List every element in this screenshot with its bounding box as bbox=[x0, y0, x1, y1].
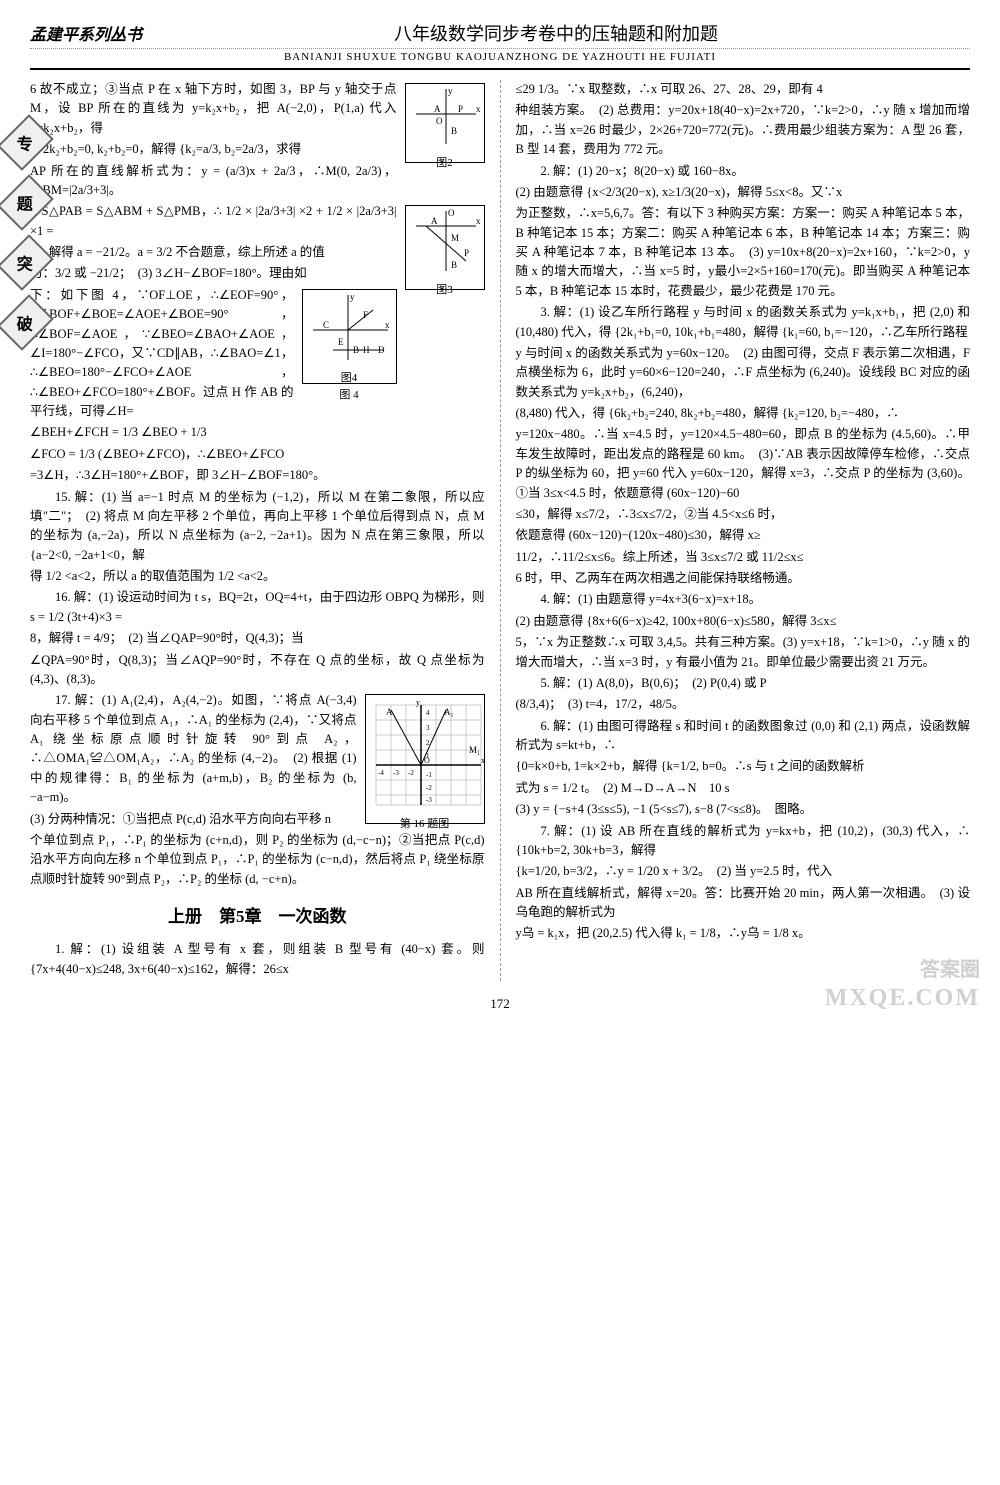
svg-text:A: A bbox=[434, 104, 441, 114]
svg-text:-2: -2 bbox=[426, 784, 432, 792]
svg-text:x: x bbox=[481, 756, 484, 765]
r-q2b: (2) 由题意得 {x<2/3(20−x), x≥1/3(20−x)，解得 5≤… bbox=[516, 183, 971, 202]
r-q7c: AB 所在直线解析式，解得 x=20。答：比赛开始 20 min，两人第一次相遇… bbox=[516, 884, 971, 923]
left-column: xyAPBO 图2 6 故不成立；③当点 P 在 x 轴下方时，如图 3，BP … bbox=[30, 80, 485, 981]
r-q3c: (8,480) 代入，得 {6k₂+b₂=240, 8k₂+b₂=480，解得 … bbox=[516, 404, 971, 423]
content-area: xyAPBO 图2 6 故不成立；③当点 P 在 x 轴下方时，如图 3，BP … bbox=[30, 80, 970, 981]
l-para8: ∠BEH+∠FCH = 1/3 ∠BEO + 1/3 bbox=[30, 423, 485, 442]
pinyin-subtitle: BANIANJI SHUXUE TONGBU KAOJUANZHONG DE Y… bbox=[30, 48, 970, 63]
r-q3g: 11/2，∴11/2≤x≤6。综上所述，当 3≤x≤7/2 或 11/2≤x≤ bbox=[516, 548, 971, 567]
r-q2: 2. 解：(1) 20−x；8(20−x) 或 160−8x。 bbox=[516, 162, 971, 181]
figure-4-caption: 图 4 bbox=[303, 387, 396, 404]
figure-4-svg: xyCEBHDF bbox=[303, 290, 396, 365]
l-q16c: ∠QPA=90°时，Q(8,3)；当∠AQP=90°时，不存在 Q 点的坐标，故… bbox=[30, 651, 485, 690]
r-q3f: 依题意得 (60x−120)−(120x−480)≤30，解得 x≥ bbox=[516, 526, 971, 545]
l-q17c: 个单位到点 P₁，∴P₁ 的坐标为 (c+n,d)，则 P₂ 的坐标为 (d,−… bbox=[30, 831, 485, 889]
watermark-logo: 答案圈 bbox=[920, 953, 980, 982]
l-q1: 1. 解：(1) 设组装 A 型号有 x 套，则组装 B 型号有 (40−x) … bbox=[30, 940, 485, 979]
figure-4-label: 图4 bbox=[303, 370, 396, 387]
svg-text:P: P bbox=[464, 248, 469, 258]
svg-text:-1: -1 bbox=[426, 771, 432, 779]
svg-text:M₁: M₁ bbox=[469, 745, 480, 755]
svg-text:3: 3 bbox=[426, 724, 430, 732]
l-para9: ∠FCO = 1/3 (∠BEO+∠FCO)，∴∠BEO+∠FCO bbox=[30, 445, 485, 464]
figure-2: xyAPBO 图2 bbox=[405, 83, 485, 163]
r-q6c: 式为 s = 1/2 t。 (2) M→D→A→N 10 s bbox=[516, 779, 971, 798]
r-q6b: {0=k×0+b, 1=k×2+b，解得 {k=1/2, b=0。∴s 与 t … bbox=[516, 757, 971, 776]
svg-text:O: O bbox=[436, 116, 443, 126]
l-q16: 16. 解：(1) 设运动时间为 t s，BQ=2t，OQ=4+t，由于四边形 … bbox=[30, 588, 485, 627]
figure-3: xAOMPB 图3 bbox=[405, 205, 485, 290]
svg-text:O: O bbox=[448, 208, 455, 218]
badge-4-text: 破 bbox=[17, 310, 33, 334]
r-q3b: y 与时间 x 的函数关系式为 y=60x−120。 (2) 由图可得，交点 F… bbox=[516, 344, 971, 402]
column-divider bbox=[500, 80, 501, 981]
page-container: 专 题 突 破 孟建平系列丛书 八年级数学同步考卷中的压轴题和附加题 BANIA… bbox=[0, 0, 1000, 1032]
section-title: 上册 第5章 一次函数 bbox=[30, 904, 485, 930]
figure-2-label: 图2 bbox=[406, 155, 484, 172]
l-q16b: 8，解得 t = 4/9； (2) 当∠QAP=90°时，Q(4,3)；当 bbox=[30, 629, 485, 648]
figure-4: xyCEBHDF 图4 图 4 bbox=[302, 289, 397, 384]
side-badges: 专 题 突 破 bbox=[8, 120, 43, 345]
r-q4: 4. 解：(1) 由题意得 y=4x+3(6−x)=x+18。 bbox=[516, 590, 971, 609]
svg-text:-2: -2 bbox=[408, 769, 414, 777]
series-title: 孟建平系列丛书 bbox=[30, 21, 142, 45]
r-q4b: (2) 由题意得 {8x+6(6−x)≥42, 100x+80(6−x)≤580… bbox=[516, 612, 971, 631]
r-q2c: 为正整数，∴x=5,6,7。答：有以下 3 种购买方案：方案一：购买 A 种笔记… bbox=[516, 204, 971, 301]
svg-text:B: B bbox=[451, 126, 457, 136]
r-q3: 3. 解：(1) 设乙车所行路程 y 与时间 x 的函数关系式为 y=k₁x+b… bbox=[516, 303, 971, 342]
r-q5b: (8/3,4)； (3) t=4，17/2，48/5。 bbox=[516, 695, 971, 714]
badge-3-text: 突 bbox=[17, 250, 33, 274]
l-q15b: 得 1/2 <a<2，所以 a 的取值范围为 1/2 <a<2。 bbox=[30, 567, 485, 586]
r-q7d: y乌 = k₁x，把 (20,2.5) 代入得 k₁ = 1/8，∴y乌 = 1… bbox=[516, 924, 971, 943]
svg-text:y: y bbox=[416, 698, 420, 707]
svg-text:E: E bbox=[338, 337, 344, 347]
svg-text:y: y bbox=[350, 292, 355, 302]
figure-16: AA₁M₁ Oxy 4321 -1-2-3 -4-3-2 第 16 题图 bbox=[365, 694, 485, 824]
svg-text:x: x bbox=[476, 104, 481, 114]
figure-2-svg: x yA P BO bbox=[406, 84, 484, 149]
l-para7: 下：如下图 4，∵OF⊥OE，∴∠EOF=90°，∵∠BOF+∠BOE=∠AOE… bbox=[30, 286, 485, 422]
svg-text:B: B bbox=[451, 260, 457, 270]
r-q6d: (3) y = {−s+4 (3≤s≤5), −1 (5<s≤7), s−8 (… bbox=[516, 800, 971, 819]
svg-text:P: P bbox=[458, 104, 463, 114]
svg-text:A: A bbox=[431, 216, 438, 226]
l-q15: 15. 解：(1) 当 a=−1 时点 M 的坐标为 (−1,2)，所以 M 在… bbox=[30, 488, 485, 566]
svg-text:C: C bbox=[323, 320, 329, 330]
r-q7b: {k=1/20, b=3/2，∴y = 1/20 x + 3/2。 (2) 当 … bbox=[516, 862, 971, 881]
l-para10: =3∠H，∴3∠H=180°+∠BOF，即 3∠H−∠BOF=180°。 bbox=[30, 466, 485, 485]
main-title: 八年级数学同步考卷中的压轴题和附加题 bbox=[142, 20, 970, 46]
header-top: 孟建平系列丛书 八年级数学同步考卷中的压轴题和附加题 bbox=[30, 20, 970, 46]
svg-text:-4: -4 bbox=[378, 769, 384, 777]
r-q3e: ≤30，解得 x≤7/2，∴3≤x≤7/2，②当 4.5<x≤6 时， bbox=[516, 505, 971, 524]
r-q4c: 5，∵x 为正整数∴x 可取 3,4,5。共有三种方案。(3) y=x+18，∵… bbox=[516, 633, 971, 672]
badge-1-text: 专 bbox=[17, 130, 33, 154]
svg-text:-3: -3 bbox=[426, 796, 432, 804]
badge-2-text: 题 bbox=[17, 190, 33, 214]
svg-text:x: x bbox=[385, 320, 390, 330]
svg-text:M: M bbox=[451, 233, 459, 243]
svg-text:y: y bbox=[448, 86, 453, 96]
r-q5: 5. 解：(1) A(8,0)，B(0,6)； (2) P(0,4) 或 P bbox=[516, 674, 971, 693]
page-header: 孟建平系列丛书 八年级数学同步考卷中的压轴题和附加题 BANIANJI SHUX… bbox=[30, 20, 970, 70]
figure-16-svg: AA₁M₁ Oxy 4321 -1-2-3 -4-3-2 bbox=[366, 695, 484, 810]
figure-3-svg: x AO MPB bbox=[406, 206, 484, 276]
r-para2: 种组装方案。 (2) 总费用：y=20x+18(40−x)=2x+720，∵k=… bbox=[516, 101, 971, 159]
right-column: ≤29 1/3。∵x 取整数，∴x 可取 26、27、28、29，即有 4 种组… bbox=[516, 80, 971, 981]
svg-text:-3: -3 bbox=[393, 769, 399, 777]
svg-text:4: 4 bbox=[426, 709, 430, 717]
r-para1: ≤29 1/3。∵x 取整数，∴x 可取 26、27、28、29，即有 4 bbox=[516, 80, 971, 99]
r-q6: 6. 解：(1) 由图可得路程 s 和时间 t 的函数图象过 (0,0) 和 (… bbox=[516, 717, 971, 756]
watermark-url: MXQE.COM bbox=[825, 985, 980, 1012]
svg-text:x: x bbox=[476, 216, 481, 226]
r-q7: 7. 解：(1) 设 AB 所在直线的解析式为 y=kx+b，把 (10,2)，… bbox=[516, 822, 971, 861]
figure-3-label: 图3 bbox=[406, 282, 484, 299]
r-q3d: y=120x−480。∴当 x=4.5 时，y=120×4.5−480=60，即… bbox=[516, 425, 971, 503]
r-q3h: 6 时，甲、乙两车在两次相遇之间能保持联络畅通。 bbox=[516, 569, 971, 588]
